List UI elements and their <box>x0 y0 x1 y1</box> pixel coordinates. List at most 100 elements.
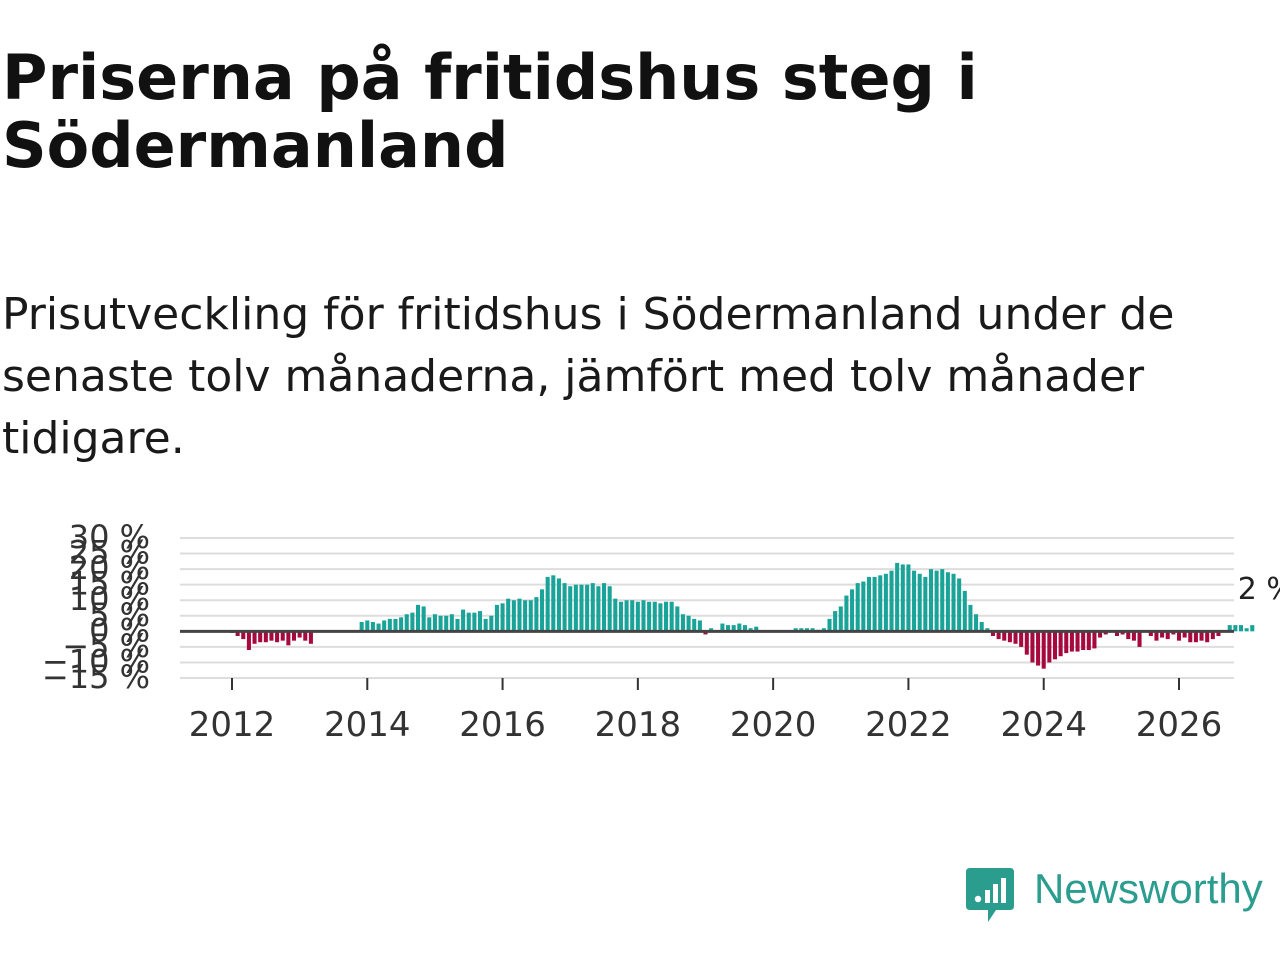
bar <box>427 617 432 632</box>
y-tick-label: 25 % <box>69 534 150 572</box>
bar <box>1216 631 1221 636</box>
bar <box>680 614 685 632</box>
bar <box>720 623 725 632</box>
bar <box>1171 631 1176 635</box>
bar <box>838 606 843 632</box>
bar <box>489 615 494 632</box>
bar <box>1019 631 1024 647</box>
bar <box>861 581 866 632</box>
bar <box>686 615 691 632</box>
bar <box>382 620 387 632</box>
bar <box>568 586 573 632</box>
bar <box>523 600 528 632</box>
y-tick-label: 30 % <box>69 518 150 556</box>
bar <box>1188 631 1193 643</box>
bar <box>692 618 697 632</box>
bar <box>551 575 556 632</box>
bar <box>912 570 917 632</box>
bar <box>1092 631 1097 649</box>
bar <box>1052 631 1058 660</box>
bar <box>1160 631 1165 638</box>
bar <box>500 603 505 632</box>
bar <box>1030 631 1035 663</box>
bar <box>1036 631 1041 666</box>
bar <box>866 576 871 632</box>
bar <box>985 628 990 632</box>
bar <box>624 600 629 632</box>
bar <box>742 625 747 632</box>
bar <box>731 625 736 632</box>
bar <box>410 612 415 632</box>
bar <box>387 618 392 632</box>
bar <box>280 631 285 641</box>
bar <box>376 623 381 632</box>
bar <box>951 573 956 632</box>
bar <box>466 612 471 632</box>
bar <box>872 576 877 632</box>
bar <box>641 600 646 632</box>
bar <box>1165 631 1170 640</box>
bar <box>602 583 607 632</box>
bar <box>1182 631 1187 638</box>
bar <box>1244 628 1249 632</box>
y-tick-label: −5 % <box>62 627 150 665</box>
bar <box>1002 631 1007 641</box>
gridlines <box>180 537 1234 679</box>
bar <box>917 573 922 632</box>
bar <box>461 609 466 632</box>
y-tick-label: 0 % <box>89 611 150 649</box>
bar <box>590 583 595 632</box>
bar <box>246 631 251 650</box>
bar <box>370 622 375 632</box>
bar <box>647 601 652 632</box>
bar <box>726 625 731 632</box>
newsworthy-logo[interactable]: Newsworthy <box>964 864 1280 930</box>
bar <box>449 614 454 632</box>
bar <box>528 600 533 632</box>
bar <box>1205 631 1210 643</box>
bar <box>1007 631 1012 643</box>
bars <box>229 562 1255 669</box>
bar <box>878 575 883 632</box>
bar <box>517 598 522 632</box>
bar <box>404 614 409 632</box>
bar <box>945 572 950 632</box>
bar <box>804 628 809 632</box>
bar <box>258 631 263 643</box>
bar <box>748 628 753 632</box>
bar <box>1120 631 1125 635</box>
bar <box>630 600 635 632</box>
bar <box>1013 631 1018 644</box>
bar <box>1075 631 1080 652</box>
bar <box>810 628 815 632</box>
bar <box>1047 631 1052 663</box>
x-tick-label: 2026 <box>1136 705 1223 745</box>
bar <box>968 604 973 632</box>
bar <box>1238 625 1244 632</box>
bar <box>1058 631 1063 657</box>
bar <box>737 623 742 632</box>
y-tick-label: 20 % <box>69 549 150 587</box>
bar <box>833 611 838 632</box>
chart-title: Priserna på fritidshus steg i Södermanla… <box>2 41 978 182</box>
bar <box>703 631 708 635</box>
bar <box>855 583 860 632</box>
bar <box>1041 631 1046 669</box>
bar <box>613 598 618 632</box>
bar <box>1069 631 1074 652</box>
bar <box>235 631 240 636</box>
bar <box>291 631 297 641</box>
bar <box>658 603 663 632</box>
bar <box>1210 631 1215 640</box>
bar <box>844 595 849 632</box>
bar <box>1154 631 1159 641</box>
bar <box>399 617 404 632</box>
x-tick-label: 2020 <box>730 705 817 745</box>
x-tick-label: 2016 <box>459 705 546 745</box>
y-tick-label: −10 % <box>42 642 150 680</box>
bar <box>432 614 437 632</box>
bar <box>974 614 979 632</box>
bar <box>883 573 888 632</box>
bar <box>275 631 280 643</box>
bar <box>269 631 274 641</box>
